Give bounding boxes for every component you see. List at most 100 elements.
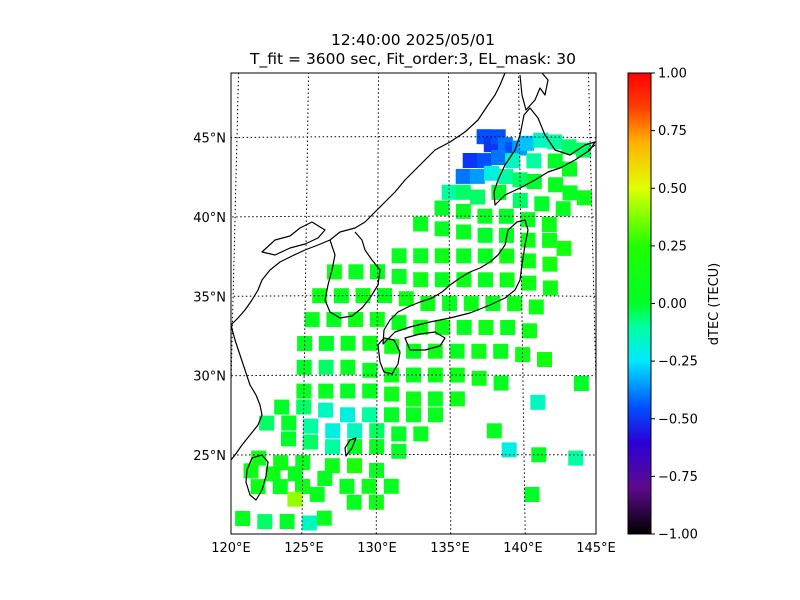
tec-cell [257, 514, 273, 530]
graticule-layer [231, 73, 596, 534]
tec-cell [369, 439, 385, 455]
tec-cell [530, 394, 546, 410]
colorbar-label: dTEC (TECU) [707, 263, 722, 346]
tec-cell [347, 458, 362, 474]
tec-cell [515, 347, 531, 363]
coastline-japan-hokkaido [493, 107, 596, 206]
tec-cell [456, 272, 472, 288]
tec-cell [522, 323, 537, 339]
tec-cell [520, 212, 536, 228]
tec-cell [324, 458, 340, 474]
colorbar-tick-label: 0.75 [658, 124, 687, 139]
tec-cell [456, 224, 472, 240]
tec-cell [521, 275, 537, 291]
tec-cell [478, 320, 494, 335]
tec-cell [537, 352, 552, 367]
latitude-tick-labels: 25°N 30°N 35°N 40°N 45°N [193, 132, 226, 465]
tec-cell [477, 248, 493, 264]
tec-cell [456, 248, 472, 264]
tec-cell [340, 359, 356, 375]
tec-cell [434, 200, 450, 216]
tec-cell [499, 272, 515, 288]
tec-cell [498, 169, 514, 185]
tec-cell [455, 184, 471, 200]
tec-cell [297, 336, 313, 351]
tec-cell [316, 510, 332, 526]
longitude-gridline [587, 73, 596, 404]
coastline-japan-kyushu [377, 337, 401, 375]
tec-cell [486, 423, 502, 439]
tec-cell [265, 466, 281, 482]
latitude-tick-label: 30°N [193, 370, 226, 385]
tec-cell [519, 135, 535, 151]
colorbar [627, 72, 652, 535]
tec-cell [413, 248, 429, 264]
tec-cell [340, 335, 356, 351]
tec-cell [455, 203, 471, 219]
tec-cell [428, 407, 443, 423]
tec-cell [501, 442, 517, 458]
tec-cell [413, 319, 429, 335]
coastline-kamchatka-kurils [587, 144, 596, 151]
longitude-gridline [301, 73, 310, 534]
tec-cell [362, 407, 377, 423]
tec-cell [339, 478, 355, 494]
tec-cell [449, 367, 465, 383]
tec-cell [427, 391, 443, 407]
tec-cell [279, 514, 295, 529]
tec-cell [493, 375, 509, 391]
tec-cell [441, 184, 457, 200]
tec-cell [295, 479, 310, 494]
tec-cell [391, 315, 407, 331]
tec-cell [561, 139, 577, 155]
tec-cell [309, 486, 325, 502]
tec-cell [542, 280, 558, 296]
tec-cell [556, 240, 572, 256]
tec-cell [272, 479, 288, 495]
tec-cell [547, 134, 563, 150]
tec-cell [296, 399, 312, 415]
tec-cell [427, 343, 443, 359]
tec-cell [287, 491, 303, 507]
tec-cell [528, 299, 544, 315]
latitude-tick-label: 25°N [193, 449, 226, 464]
tec-cell [526, 153, 542, 169]
tec-cell [548, 177, 564, 193]
tec-cell [303, 418, 319, 434]
tec-cell [369, 311, 385, 327]
tec-cell [318, 402, 334, 418]
tec-cell [449, 343, 465, 359]
tec-cell [562, 185, 578, 201]
tec-cell [362, 383, 378, 399]
tec-cell [340, 383, 356, 399]
tec-cell [520, 253, 536, 269]
longitude-tick-label: 125°E [284, 541, 324, 556]
tec-cell [455, 168, 471, 184]
tec-cell [391, 426, 407, 442]
colorbar-tick-label: −0.25 [658, 355, 698, 370]
tec-cell [391, 443, 407, 459]
tec-cell [318, 383, 334, 399]
tec-cell [301, 515, 317, 531]
tec-cell [576, 190, 592, 206]
tec-cell [326, 312, 342, 327]
coastline-asia-mainland [231, 73, 506, 326]
tec-cell [531, 447, 547, 463]
tec-cell [406, 343, 421, 359]
tec-cell [406, 391, 421, 407]
tec-cell [562, 161, 577, 177]
tec-cell [347, 423, 363, 439]
latitude-tick-label: 45°N [193, 132, 226, 147]
longitude-tick-label: 120°E [211, 541, 251, 556]
map-title-line1: 12:40:00 2025/05/01 [331, 31, 495, 49]
colorbar-tick-label: 1.00 [658, 67, 687, 82]
tec-cell [499, 248, 515, 264]
tec-cell [435, 319, 450, 335]
colorbar-tick-label: −1.00 [658, 528, 698, 543]
tec-cell [243, 463, 259, 479]
tec-cell [370, 264, 385, 280]
tec-cell [555, 201, 571, 217]
tec-cell [303, 434, 318, 450]
longitude-tick-label: 140°E [503, 541, 543, 556]
